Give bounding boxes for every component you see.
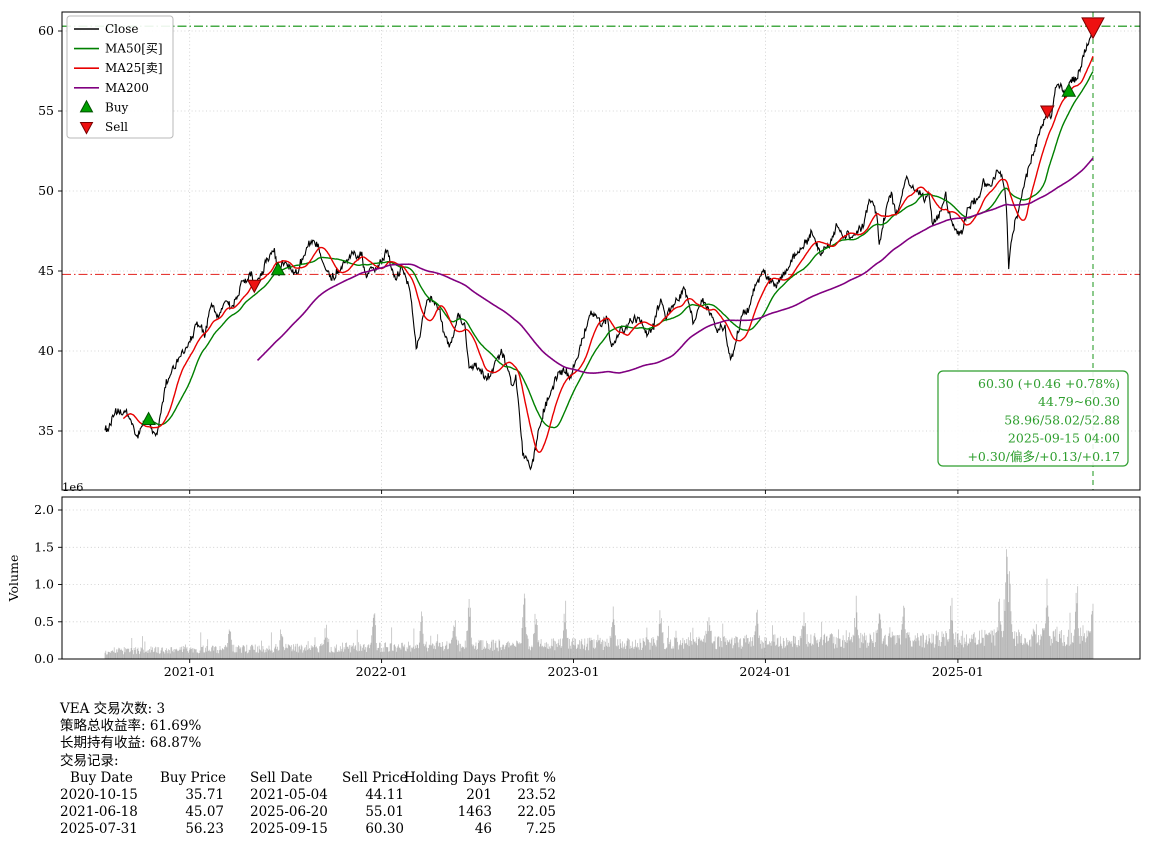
price-tick-label: 55 — [38, 103, 54, 118]
table-cell: Holding Days — [404, 769, 497, 786]
volume-axis-label: Volume — [6, 555, 21, 603]
buy-marker — [1061, 83, 1077, 97]
table-cell: 55.01 — [365, 804, 404, 821]
legend-label: Sell — [105, 120, 128, 134]
volume-offset-label: 1e6 — [62, 480, 83, 494]
price-tick-label: 50 — [38, 183, 54, 198]
trade-table-header: Buy Date Buy Price Sell Date Sell PriceHold… — [60, 770, 556, 787]
sell-marker — [246, 279, 262, 294]
x-tick-label: 2023-01 — [548, 664, 600, 679]
volume-tick-label: 1.0 — [34, 577, 54, 592]
x-tick-label: 2025-01 — [932, 664, 984, 679]
table-cell: 60.30 — [365, 821, 404, 838]
volume-tick-label: 0.5 — [34, 614, 54, 629]
quote-annotation-box — [937, 370, 1129, 467]
legend-label: MA50[买] — [105, 42, 163, 56]
annotation-line: 60.30 (+0.46 +0.78%) — [978, 376, 1120, 391]
table-cell: 2025-06-20 — [250, 804, 328, 821]
volume-tick-label: 0.0 — [34, 651, 54, 666]
table-cell: 2021-06-18 — [60, 804, 138, 821]
hold-return-line: 长期持有收益: 68.87% — [60, 735, 202, 752]
table-cell: 45.07 — [185, 804, 224, 821]
annotation-line: 58.96/58.02/52.88 — [1004, 412, 1120, 427]
sell-marker — [1081, 17, 1105, 40]
price-volume-chart: 60.30 (+0.46 +0.78%) 44.79~60.30 58.96/58.… — [6, 11, 1141, 679]
price-tick-label: 60 — [38, 23, 54, 38]
annotation-line: 2025-09-15 04:00 — [1008, 431, 1120, 446]
table-cell: 1463 — [457, 804, 492, 821]
table-cell: 56.23 — [185, 821, 224, 838]
table-cell: 201 — [466, 787, 492, 803]
legend-sell-marker — [79, 122, 94, 135]
trade-records-label: 交易记录: — [60, 752, 119, 769]
table-cell: 2025-09-15 — [250, 821, 328, 838]
price-plot-frame — [61, 11, 1141, 491]
table-cell: Buy Date — [70, 769, 133, 786]
table-cell: 46 — [474, 821, 492, 838]
legend-buy-marker — [79, 99, 94, 113]
table-cell: Profit % — [500, 769, 556, 786]
buy-marker — [270, 261, 286, 276]
price-tick-label: 45 — [38, 263, 54, 278]
table-cell: 22.05 — [517, 804, 556, 821]
table-cell: 35.71 — [185, 787, 224, 803]
table-cell: 2020-10-15 — [60, 787, 138, 803]
strategy-return-line: 策略总收益率: 61.69% — [60, 718, 202, 735]
trade-record-row: 2021-06-18 45.07 2025-06-20 55.01 1463 22.05 — [60, 804, 556, 821]
axis-ticks — [58, 30, 959, 663]
volume-tick-label: 1.5 — [34, 540, 54, 555]
price-tick-label: 40 — [38, 343, 54, 358]
strategy-stats: VEA 交易次数: 3 策略总收益率: 61.69% 长期持有收益: 68.87… — [60, 701, 556, 839]
legend — [66, 15, 174, 139]
table-cell: 7.25 — [525, 821, 556, 838]
x-tick-label: 2022-01 — [356, 664, 408, 679]
ma50-line — [142, 71, 1094, 429]
table-cell: Sell Date — [250, 769, 313, 786]
table-cell: Sell Price — [342, 769, 408, 786]
trade-record-row: 2025-07-31 56.23 2025-09-15 60.30 46 7.25 — [60, 821, 556, 838]
buy-marker — [141, 411, 156, 425]
legend-label: Buy — [105, 100, 129, 114]
volume-bars — [104, 549, 1094, 659]
table-cell: 2021-05-04 — [250, 787, 328, 803]
price-tick-label: 35 — [38, 423, 54, 438]
x-tick-label: 2021-01 — [164, 664, 216, 679]
volume-tick-label: 2.0 — [34, 502, 54, 517]
table-cell: Buy Price — [160, 769, 226, 786]
annotation-line: 44.79~60.30 — [1038, 394, 1120, 409]
annotation-line: +0.30/偏多/+0.13/+0.17 — [967, 449, 1120, 464]
trade-record-row: 2020-10-15 35.71 2021-05-04 44.11 201 23.52 — [60, 787, 556, 804]
trade-count-line: VEA 交易次数: 3 — [60, 701, 166, 717]
table-cell: 23.52 — [517, 787, 556, 803]
x-tick-label: 2024-01 — [739, 664, 791, 679]
table-cell: 2025-07-31 — [60, 821, 138, 838]
gridlines — [62, 12, 1140, 659]
legend-label: MA200 — [105, 81, 149, 95]
table-cell: 44.11 — [365, 787, 404, 803]
legend-label: Close — [105, 22, 139, 36]
legend-label: MA25[卖] — [105, 61, 163, 75]
ma200-line — [256, 157, 1094, 374]
sell-marker — [1039, 105, 1055, 120]
trade-records-table: Buy Date Buy Price Sell Date Sell PriceHold… — [60, 770, 556, 839]
ma25-line — [122, 56, 1094, 453]
volume-plot-frame — [61, 496, 1141, 660]
